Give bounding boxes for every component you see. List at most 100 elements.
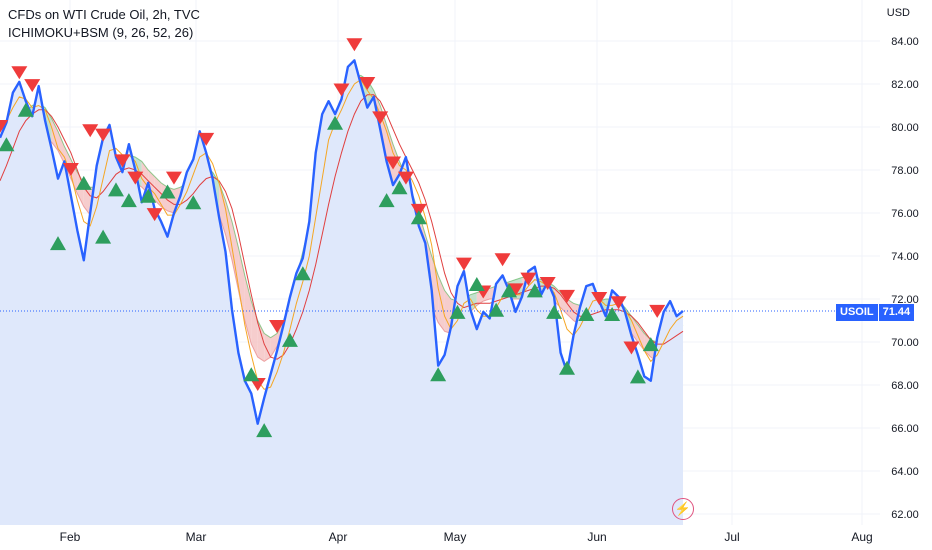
sell-signal-marker	[610, 296, 627, 310]
cloud-segment	[154, 176, 162, 207]
y-tick-label: 82.00	[891, 79, 919, 91]
sell-signal-marker	[494, 253, 511, 267]
buy-signal-marker	[410, 210, 427, 225]
x-tick-label: Aug	[851, 530, 872, 544]
indicator-legend[interactable]: ICHIMOKU+BSM (9, 26, 52, 26)	[8, 25, 194, 40]
sell-signal-marker	[24, 79, 41, 93]
y-tick-label: 74.00	[891, 251, 919, 263]
y-tick-label: 66.00	[891, 423, 919, 435]
x-tick-label: Jun	[587, 530, 606, 544]
y-tick-label: 64.00	[891, 466, 919, 478]
sell-signal-marker	[165, 171, 182, 185]
x-tick-label: Mar	[186, 530, 207, 544]
sell-signal-marker	[623, 341, 640, 355]
y-tick-label: 70.00	[891, 337, 919, 349]
sell-signal-marker	[385, 156, 402, 170]
x-tick-label: Feb	[60, 530, 81, 544]
time-axis: Feb Mar Apr May Jun Jul Aug	[60, 530, 873, 544]
buy-signal-marker	[17, 102, 34, 117]
sell-signal-marker	[269, 319, 286, 333]
sell-signal-marker	[127, 171, 144, 185]
buy-signal-marker	[75, 175, 92, 190]
buy-signal-marker	[0, 137, 15, 152]
y-tick-label: 78.00	[891, 165, 919, 177]
y-tick-label: 76.00	[891, 208, 919, 220]
x-tick-label: Jul	[724, 530, 739, 544]
y-tick-label: 68.00	[891, 380, 919, 392]
sell-signal-marker	[397, 171, 414, 185]
sell-signal-marker	[114, 154, 131, 168]
last-price-value: 71.44	[877, 304, 915, 321]
x-tick-label: May	[444, 530, 467, 544]
cloud-segment	[231, 221, 239, 291]
sell-signal-marker	[372, 111, 389, 125]
price-axis: 84.00 82.00 80.00 78.00 76.00 74.00 72.00 70.00…	[891, 36, 919, 521]
sell-signal-marker	[455, 257, 472, 271]
signal-markers	[0, 38, 666, 438]
buy-signal-marker	[526, 283, 543, 298]
sell-signal-marker	[333, 83, 350, 97]
buy-signal-marker	[449, 304, 466, 319]
sell-signal-marker	[591, 292, 608, 305]
buy-signal-marker	[281, 332, 298, 347]
sell-signal-marker	[0, 120, 8, 133]
buy-signal-marker	[49, 236, 66, 251]
buy-signal-marker	[159, 184, 176, 199]
cloud-segment	[444, 290, 452, 334]
buy-signal-marker	[391, 180, 408, 195]
sell-signal-marker	[539, 276, 556, 290]
x-tick-label: Apr	[329, 530, 348, 544]
buy-signal-marker	[642, 337, 659, 352]
kijun-line	[0, 94, 684, 360]
buy-signal-marker	[468, 276, 485, 291]
currency-label: USD	[886, 7, 910, 19]
sell-signal-marker	[359, 77, 376, 90]
buy-signal-marker	[378, 193, 395, 208]
buy-signal-marker	[327, 115, 344, 130]
sell-signal-marker	[146, 208, 163, 222]
buy-signal-marker	[559, 360, 576, 375]
sell-signal-marker	[649, 304, 666, 318]
buy-signal-marker	[546, 304, 563, 319]
y-tick-label: 62.00	[891, 509, 919, 521]
buy-signal-marker	[107, 182, 124, 197]
last-price-symbol: USOIL	[836, 304, 878, 321]
cloud-segment	[251, 301, 258, 358]
sell-signal-marker	[62, 163, 79, 176]
cloud-segment	[219, 182, 226, 235]
y-tick-label: 72.00	[891, 294, 919, 306]
cloud-segment	[238, 247, 245, 321]
sell-signal-marker	[520, 272, 537, 286]
sell-signal-marker	[507, 283, 524, 297]
buy-signal-marker	[604, 307, 621, 322]
y-tick-label: 80.00	[891, 122, 919, 134]
sell-signal-marker	[95, 128, 112, 142]
buy-signal-marker	[578, 307, 595, 322]
price-area-fill	[0, 60, 683, 526]
sell-signal-marker	[346, 38, 363, 52]
buy-signal-marker	[629, 369, 646, 384]
buy-signal-marker	[488, 302, 505, 317]
lightning-bolt-icon[interactable]: ⚡	[672, 498, 694, 520]
chart-title: CFDs on WTI Crude Oil, 2h, TVC	[8, 7, 200, 22]
sell-signal-marker	[11, 66, 28, 80]
buy-signal-marker	[185, 195, 202, 210]
sell-signal-marker	[198, 132, 215, 146]
buy-signal-marker	[243, 367, 260, 382]
sell-signal-marker	[82, 124, 99, 138]
buy-signal-marker	[430, 367, 447, 382]
last-price-tag: USOIL 71.44	[836, 304, 915, 321]
buy-signal-marker	[256, 423, 273, 438]
sell-signal-marker	[559, 289, 576, 303]
buy-signal-marker	[120, 193, 137, 208]
cloud-segment	[270, 333, 278, 358]
buy-signal-marker	[501, 283, 518, 298]
price-line	[0, 59, 684, 425]
cloud-segment	[83, 182, 91, 216]
cloud-segment	[244, 275, 252, 345]
y-tick-label: 84.00	[891, 36, 919, 48]
buy-signal-marker	[95, 229, 112, 244]
buy-signal-marker	[140, 188, 157, 203]
cloud-segment	[57, 131, 65, 164]
